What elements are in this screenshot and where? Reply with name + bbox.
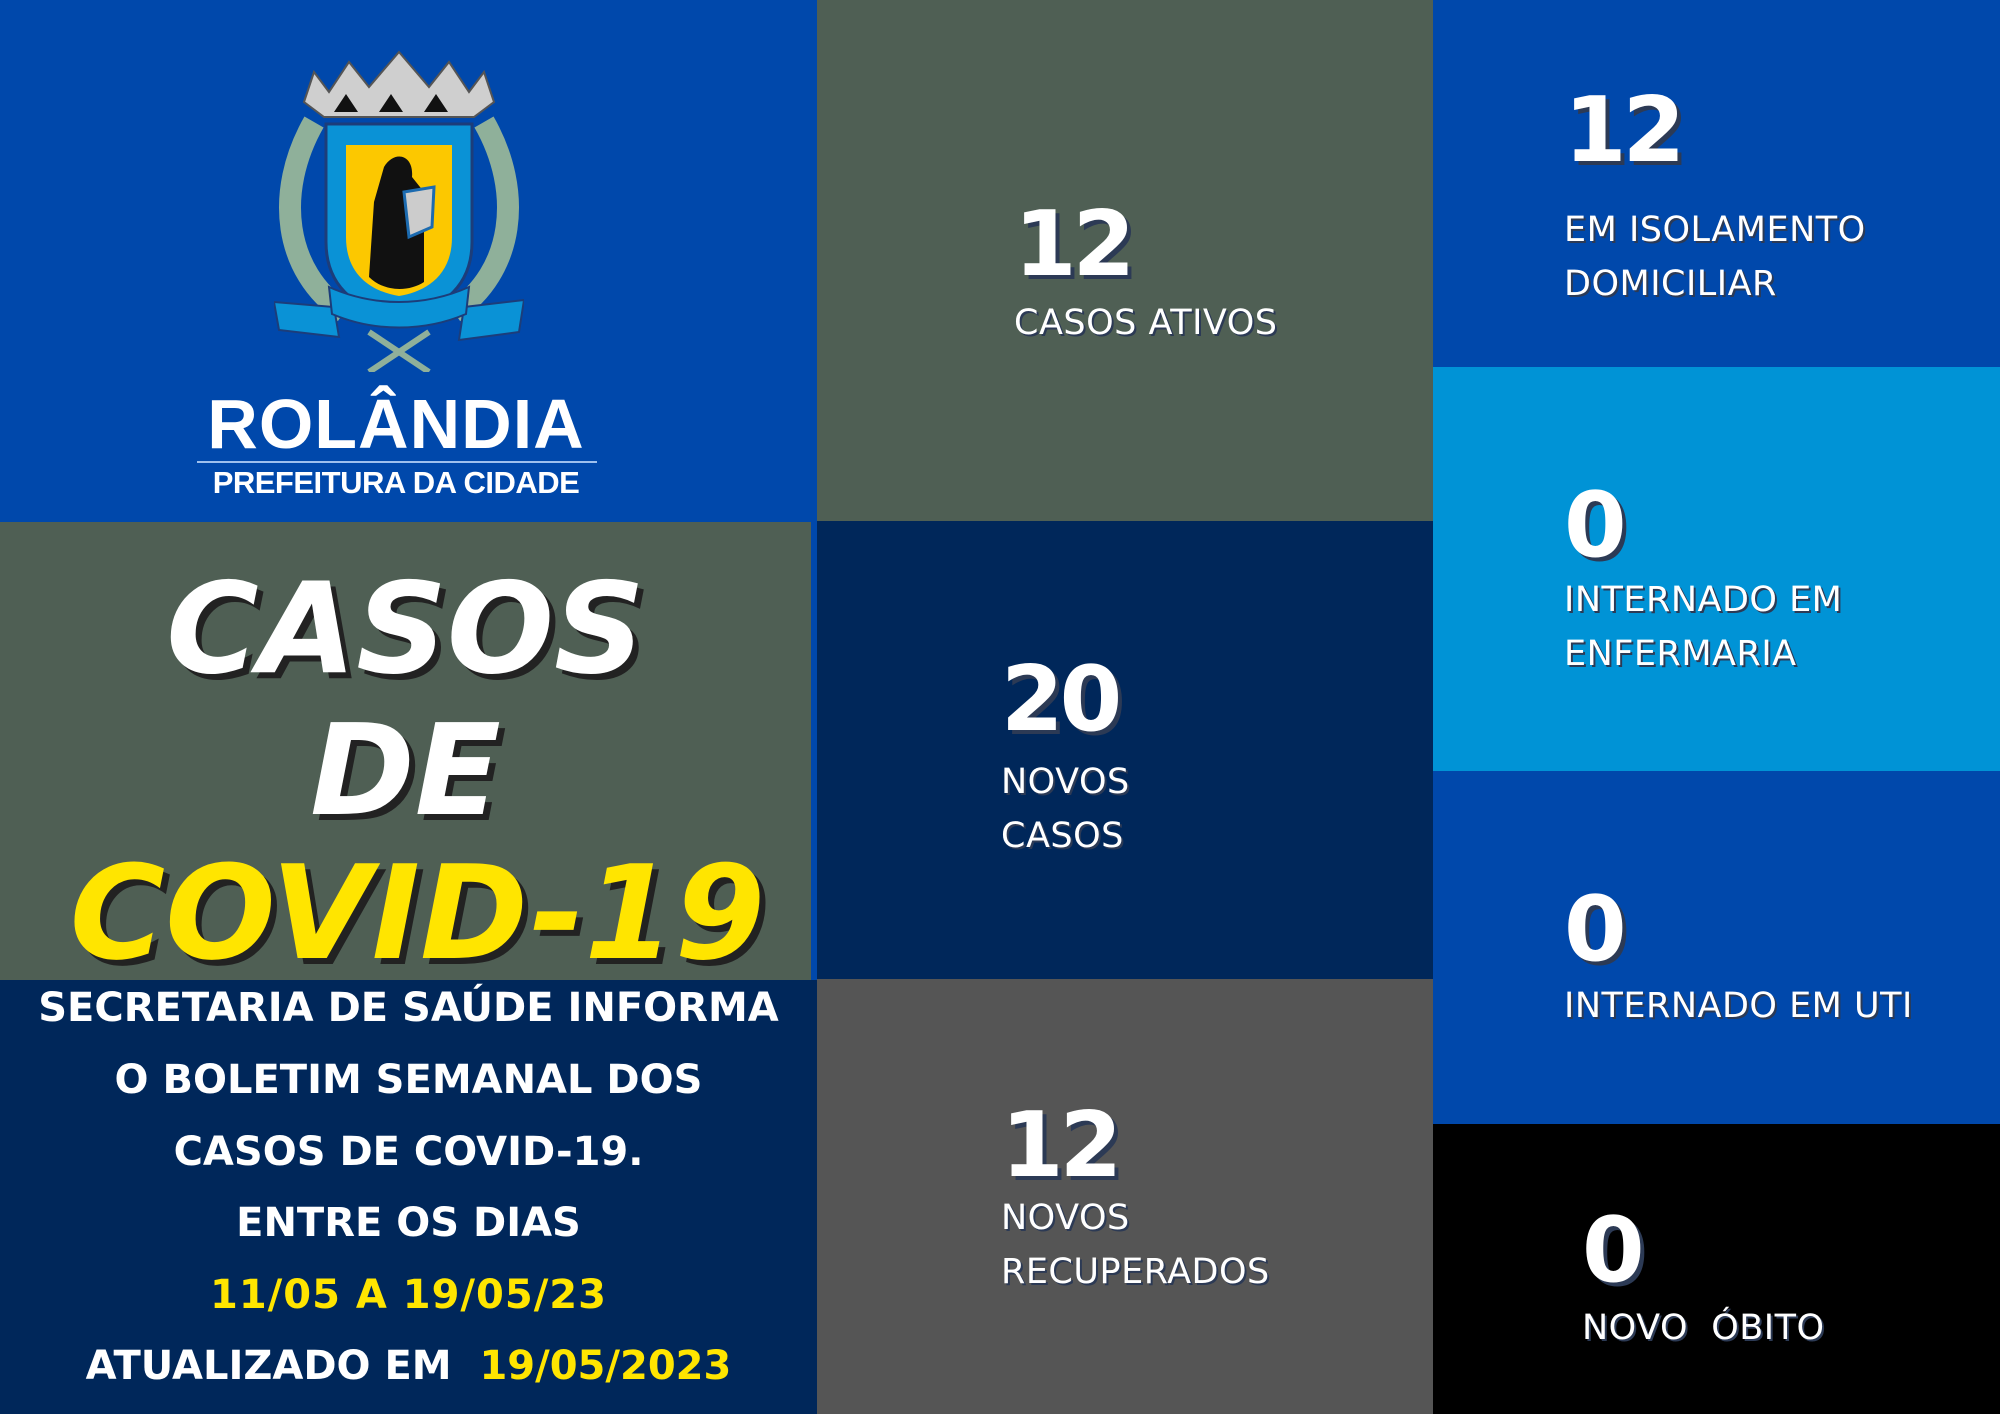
stat-value: 0 (1582, 1198, 1645, 1303)
stat-label: INTERNADO EM UTI (1564, 986, 1913, 1026)
stat-novos-recuperados: 12 NOVOS RECUPERADOS (817, 979, 1433, 1414)
stat-label-2: RECUPERADOS (1001, 1252, 1270, 1292)
stat-label-1: EM ISOLAMENTO (1564, 210, 1866, 250)
stat-label-1: INTERNADO EM (1564, 580, 1843, 620)
stat-label-2: ENFERMARIA (1564, 634, 1797, 674)
updated-date: 19/05/2023 (479, 1343, 732, 1389)
city-subtitle: PREFEITURA DA CIDADE (212, 465, 580, 500)
stat-label-1: NOVOS (1001, 1198, 1130, 1238)
stat-value: 12 (1564, 78, 1685, 183)
title-panel: CASOS DE COVID-19 (0, 522, 811, 980)
stat-enfermaria: 0 INTERNADO EM ENFERMARIA (1433, 367, 2000, 771)
stat-value: 0 (1564, 877, 1627, 982)
title-line-1: CASOS (166, 555, 645, 702)
stat-casos-ativos: 12 CASOS ATIVOS (817, 0, 1433, 521)
stat-uti: 0 INTERNADO EM UTI (1433, 771, 2000, 1124)
city-crest-logo (274, 50, 524, 372)
stat-label: NOVO ÓBITO (1582, 1308, 1825, 1348)
stat-label-2: CASOS (1001, 816, 1124, 856)
stat-label-1: NOVOS (1001, 762, 1130, 802)
stat-value: 12 (1001, 1093, 1122, 1198)
updated-label: ATUALIZADO EM (85, 1343, 452, 1389)
bulletin-panel: SECRETARIA DE SAÚDE INFORMA O BOLETIM SE… (0, 980, 817, 1414)
stat-obito: 0 NOVO ÓBITO (1433, 1124, 2000, 1414)
bulletin-line-3: CASOS DE COVID-19. (173, 1129, 644, 1175)
stat-novos-casos: 20 NOVOS CASOS (817, 521, 1433, 979)
stat-isolamento: 12 EM ISOLAMENTO DOMICILIAR (1433, 0, 2000, 367)
bulletin-line-2: O BOLETIM SEMANAL DOS (114, 1057, 703, 1103)
stat-label: CASOS ATIVOS (1014, 303, 1278, 343)
bulletin-line-1: SECRETARIA DE SAÚDE INFORMA (38, 985, 779, 1031)
logo-divider (197, 461, 597, 463)
logo-panel: ROLÂNDIA PREFEITURA DA CIDADE (0, 0, 817, 522)
bulletin-line-4: ENTRE OS DIAS (236, 1200, 581, 1246)
bulletin-period: 11/05 A 19/05/23 (210, 1272, 607, 1318)
bulletin-updated: ATUALIZADO EM 19/05/2023 (0, 1344, 817, 1388)
stat-value: 20 (1001, 647, 1122, 752)
title-line-3: COVID-19 (69, 837, 766, 989)
stat-label-2: DOMICILIAR (1564, 264, 1777, 304)
city-name: ROLÂNDIA (207, 385, 585, 463)
title-line-2: DE (310, 697, 501, 844)
stat-value: 12 (1014, 192, 1135, 297)
stat-value: 0 (1564, 473, 1627, 578)
